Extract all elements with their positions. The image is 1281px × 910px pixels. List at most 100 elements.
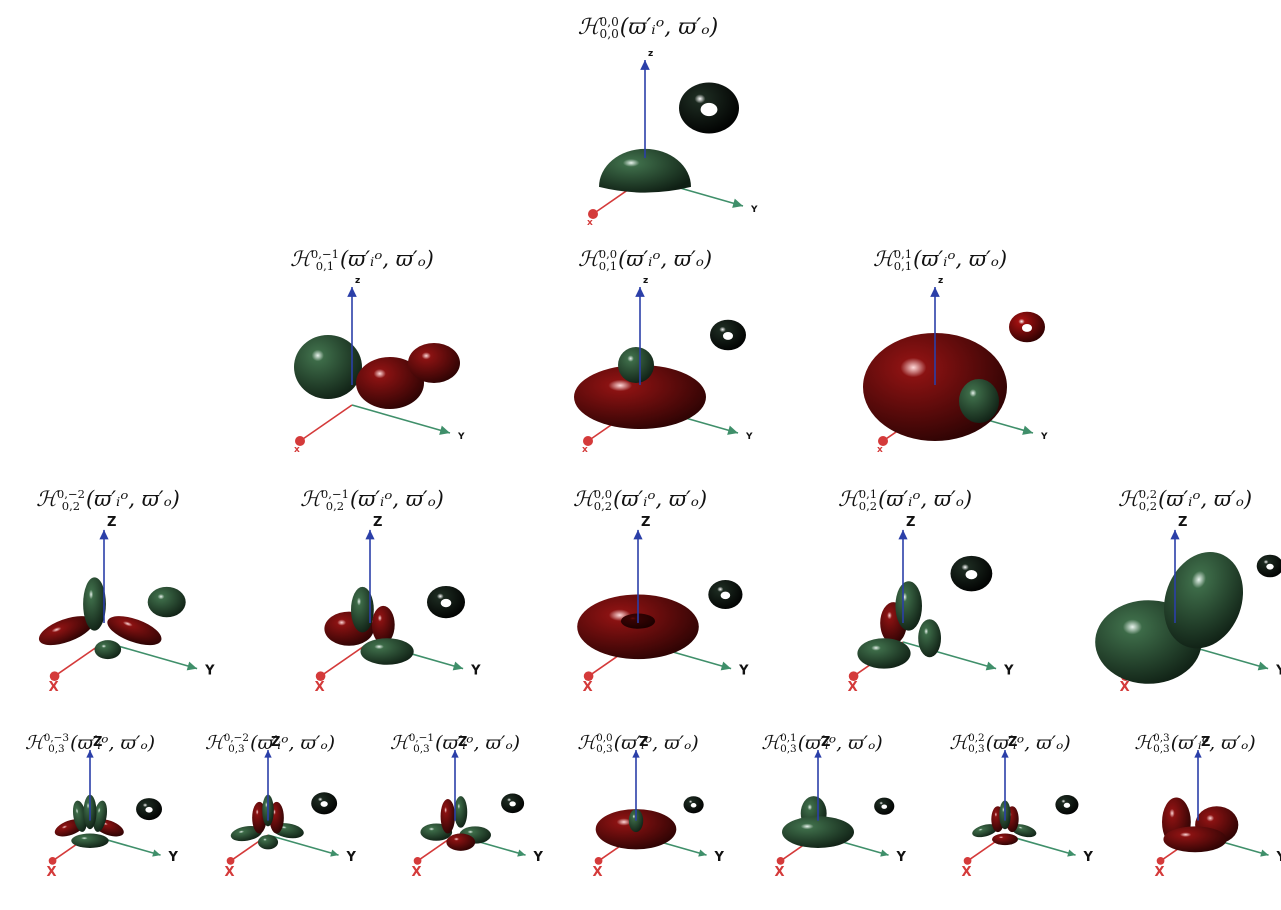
harmonic-superscript: 0,−1 (320, 487, 349, 502)
sample-lobe-icon (501, 793, 525, 814)
z-axis-label: Z (107, 515, 116, 530)
harmonic-plot-2-3: Z Y X (848, 515, 1015, 695)
harmonic-subscript: 0,2 (593, 498, 613, 513)
x-axis-label: x (582, 445, 588, 455)
z-axis-label: Z (1201, 735, 1210, 750)
x-axis-label: X (1120, 680, 1130, 695)
z-axis-label: Z (1008, 735, 1017, 750)
harmonic-superscript: 0,2 (968, 732, 985, 745)
harmonic-symbol: ℋ (761, 731, 781, 754)
z-axis-label: Z (458, 735, 467, 750)
sample-lobe-icon (710, 319, 746, 351)
y-axis-label: Y (738, 664, 749, 679)
z-axis (635, 287, 645, 385)
sample-lobe-icon (679, 82, 739, 134)
harmonic-arguments: (ϖ′ᵢᵒ, ϖ′ₒ) (619, 14, 719, 40)
negative-lobe (440, 799, 455, 834)
x-axis-label: X (593, 865, 603, 880)
harmonic-subscript: 0,3 (596, 742, 613, 755)
z-axis-label: Z (821, 735, 830, 750)
harmonic-symbol: ℋ (872, 247, 894, 272)
z-axis (814, 750, 822, 821)
harmonic-subscript: 0,1 (315, 258, 335, 273)
y-axis-label: Y (204, 664, 215, 679)
harmonic-superscript: 0,3 (1153, 732, 1170, 745)
positive-lobe (72, 800, 87, 832)
harmonic-subscript: 0,2 (61, 498, 81, 513)
y-axis-label: Y (168, 850, 179, 865)
harmonic-plot-3-6: Z Y X (1155, 735, 1281, 880)
harmonic-arguments: (ϖ′ᵢᵒ, ϖ′ₒ) (797, 731, 883, 754)
harmonic-arguments: (ϖ′ᵢᵒ, ϖ′ₒ) (70, 731, 156, 754)
x-axis-label: x (294, 445, 300, 455)
harmonic-indices: 0,1 0,2 (859, 489, 877, 512)
harmonic-plot-3-3: Z Y X (593, 735, 725, 880)
positive-lobe (351, 586, 374, 633)
harmonic-superscript: 0,0 (593, 487, 613, 502)
positive-lobe (93, 800, 108, 832)
y-axis-label: Y (745, 432, 753, 442)
x-axis-label: X (775, 865, 785, 880)
harmonic-indices: 0,3 0,3 (1153, 733, 1170, 754)
sample-lobe-icon (311, 792, 338, 815)
positive-lobe (895, 581, 922, 631)
harmonic-subscript: 0,2 (1138, 498, 1158, 513)
harmonic-indices: 0,0 0,3 (596, 733, 613, 754)
harmonic-label-2-1: ℋ 0,−1 0,2 (ϖ′ᵢᵒ, ϖ′ₒ) (300, 487, 444, 512)
harmonic-arguments: (ϖ′ᵢᵒ, ϖ′ₒ) (913, 247, 1008, 272)
z-axis (451, 750, 459, 821)
harmonic-plot-3-5: Z Y X (962, 735, 1094, 880)
z-axis (632, 750, 640, 821)
harmonic-label-2-2: ℋ 0,0 0,2 (ϖ′ᵢᵒ, ϖ′ₒ) (573, 487, 707, 512)
harmonic-superscript: 0,−1 (408, 732, 435, 745)
z-axis (898, 529, 908, 623)
y-axis-label: Y (533, 850, 544, 865)
x-axis-label: x (877, 445, 883, 455)
negative-lobe (408, 343, 460, 383)
positive-lobe (918, 619, 941, 658)
harmonic-indices: 0,−1 0,3 (409, 733, 434, 754)
harmonic-symbol: ℋ (1134, 731, 1154, 754)
harmonic-label-0-0: ℋ 0,0 0,0 (ϖ′ᵢᵒ, ϖ′ₒ) (578, 15, 718, 40)
harmonic-arguments: (ϖ′ᵢᵒ, ϖ′ₒ) (618, 247, 713, 272)
y-axis-label: Y (1276, 850, 1281, 865)
positive-lobe (599, 148, 691, 193)
harmonic-label-2-4: ℋ 0,2 0,2 (ϖ′ᵢᵒ, ϖ′ₒ) (1118, 487, 1252, 512)
y-axis-label: Y (1275, 664, 1281, 679)
harmonic-subscript: 0,1 (598, 258, 618, 273)
positive-lobe (959, 379, 999, 423)
harmonic-indices: 0,0 0,0 (600, 15, 619, 39)
harmonic-subscript: 0,3 (48, 742, 65, 755)
harmonic-arguments: (ϖ′ᵢᵒ, ϖ′ₒ) (349, 487, 444, 512)
harmonic-label-1-0: ℋ 0,−1 0,1 (ϖ′ᵢᵒ, ϖ′ₒ) (290, 247, 434, 272)
harmonic-label-2-0: ℋ 0,−2 0,2 (ϖ′ᵢᵒ, ϖ′ₒ) (36, 487, 180, 512)
positive-lobe (230, 825, 263, 842)
x-axis-label: X (47, 865, 57, 880)
x-axis-label: X (315, 680, 325, 695)
positive-lobe (83, 577, 106, 631)
harmonic-symbol: ℋ (572, 487, 594, 512)
harmonic-symbol: ℋ (24, 731, 44, 754)
sample-lobe-icon (708, 579, 743, 610)
x-axis-label: x (587, 218, 593, 228)
negative-lobe (1163, 826, 1227, 853)
harmonic-indices: 0,2 0,3 (968, 733, 985, 754)
z-axis-label: Z (639, 735, 648, 750)
positive-lobe (782, 816, 854, 848)
z-axis-label: Z (1178, 515, 1187, 530)
z-axis (930, 287, 940, 385)
positive-lobe (257, 835, 279, 850)
harmonic-superscript: 0,1 (780, 732, 797, 745)
harmonic-plot-2-4: Z Y X (1095, 515, 1281, 695)
z-axis (633, 529, 643, 623)
sample-lobe-icon (1256, 554, 1281, 578)
positive-lobe (618, 347, 654, 383)
harmonic-indices: 0,−2 0,2 (57, 489, 85, 512)
harmonic-label-1-1: ℋ 0,0 0,1 (ϖ′ᵢᵒ, ϖ′ₒ) (578, 247, 712, 272)
harmonic-symbol: ℋ (1117, 487, 1139, 512)
harmonic-indices: 0,1 0,3 (780, 733, 797, 754)
harmonic-arguments: (ϖ′ᵢᵒ, ϖ′ₒ) (250, 731, 336, 754)
harmonic-plot-1-2: z Yx (863, 276, 1048, 455)
